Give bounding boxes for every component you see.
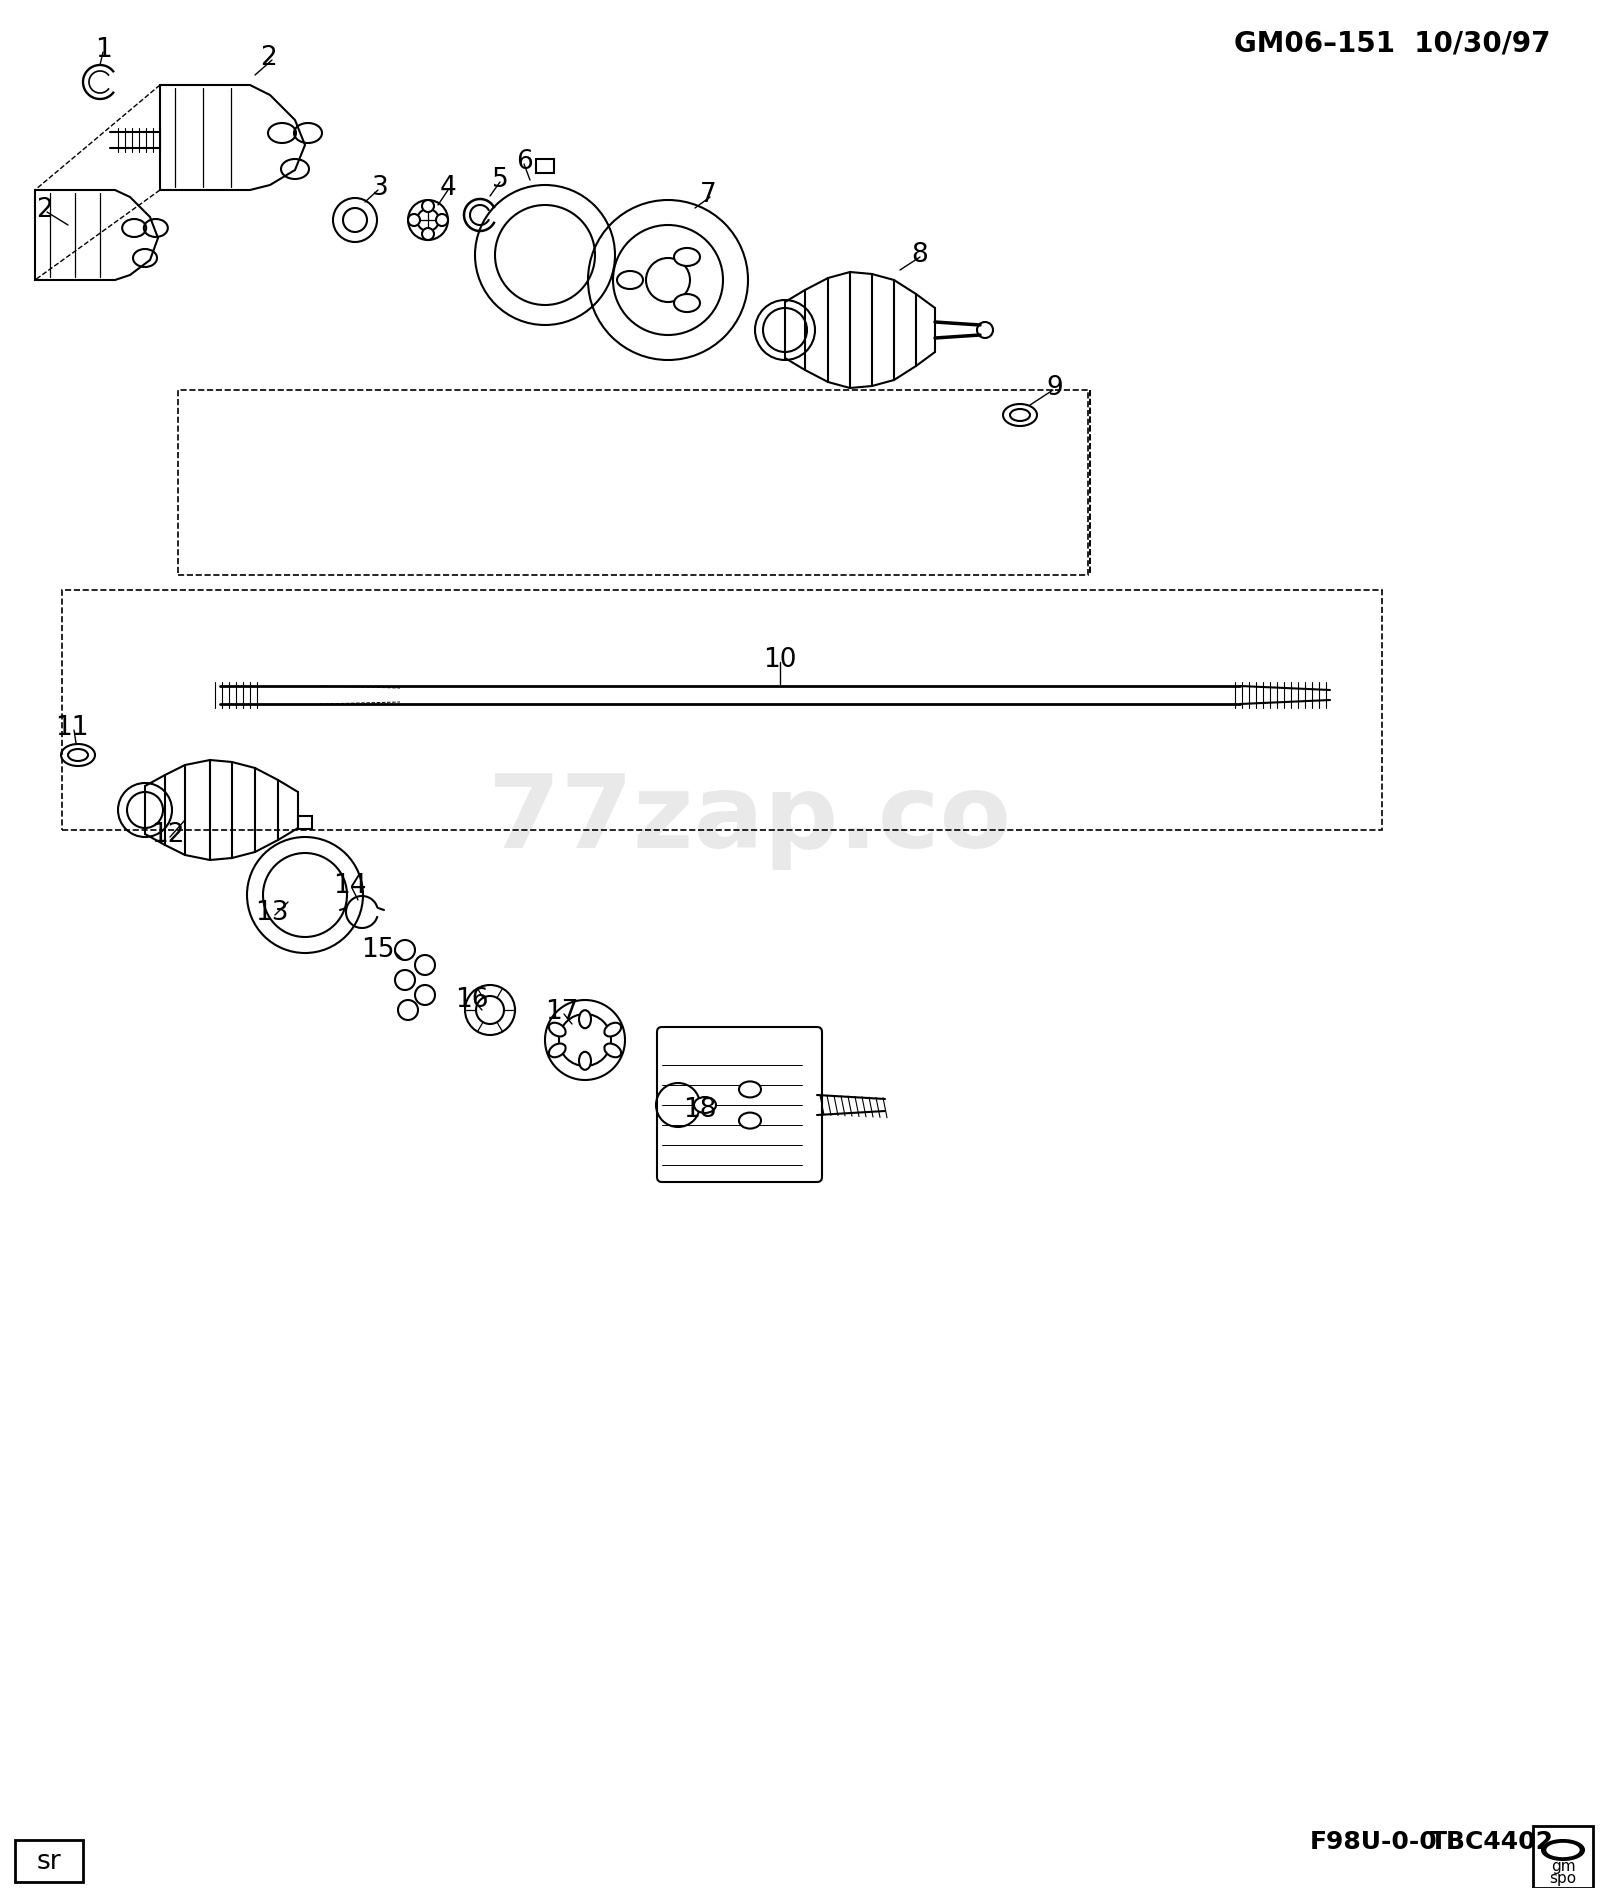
Text: 16: 16 [456,987,488,1014]
Bar [1533,1826,1594,1888]
Text: gm: gm [1550,1858,1576,1873]
Text: 5: 5 [491,166,509,193]
Ellipse shape [694,1097,717,1114]
Text: 14: 14 [333,872,366,899]
Text: 6: 6 [515,149,533,176]
Text: 7: 7 [699,181,717,208]
Ellipse shape [674,295,701,312]
Text: 2: 2 [259,45,277,72]
Ellipse shape [739,1112,762,1129]
Text: 8: 8 [912,242,928,268]
Circle shape [408,213,419,227]
Ellipse shape [579,1010,590,1029]
Ellipse shape [1542,1841,1584,1860]
Text: 17: 17 [546,999,579,1025]
Text: 13: 13 [256,901,288,925]
Text: 15: 15 [362,936,395,963]
Ellipse shape [579,1052,590,1070]
Ellipse shape [605,1023,621,1037]
Polygon shape [160,85,306,191]
Ellipse shape [1547,1843,1579,1856]
Text: 1: 1 [94,38,112,62]
Ellipse shape [618,272,643,289]
Bar [298,816,312,829]
Text: 9: 9 [1046,376,1064,400]
Text: GM06–151  10/30/97: GM06–151 10/30/97 [1234,30,1550,59]
Text: 12: 12 [152,821,184,848]
Ellipse shape [549,1023,566,1037]
FancyBboxPatch shape [658,1027,822,1182]
Text: spo: spo [1549,1871,1576,1886]
Text: sr: sr [37,1848,61,1875]
Text: 11: 11 [56,716,88,740]
Text: 4: 4 [440,176,456,200]
Bar [536,159,554,174]
Circle shape [435,213,448,227]
Bar [14,1841,83,1882]
Polygon shape [35,191,158,279]
Circle shape [422,200,434,211]
Text: 10: 10 [763,648,797,672]
Bar [62,589,1382,831]
Text: F98U-0-0: F98U-0-0 [1310,1829,1438,1854]
Text: 3: 3 [371,176,389,200]
Ellipse shape [549,1044,566,1057]
Text: TBC4402: TBC4402 [1430,1829,1554,1854]
Text: 77zap.co: 77zap.co [488,770,1011,870]
Text: 2: 2 [37,196,53,223]
Ellipse shape [739,1082,762,1097]
Circle shape [422,228,434,240]
Ellipse shape [674,247,701,266]
Text: 18: 18 [683,1097,717,1123]
Bar [178,391,1088,576]
Ellipse shape [605,1044,621,1057]
